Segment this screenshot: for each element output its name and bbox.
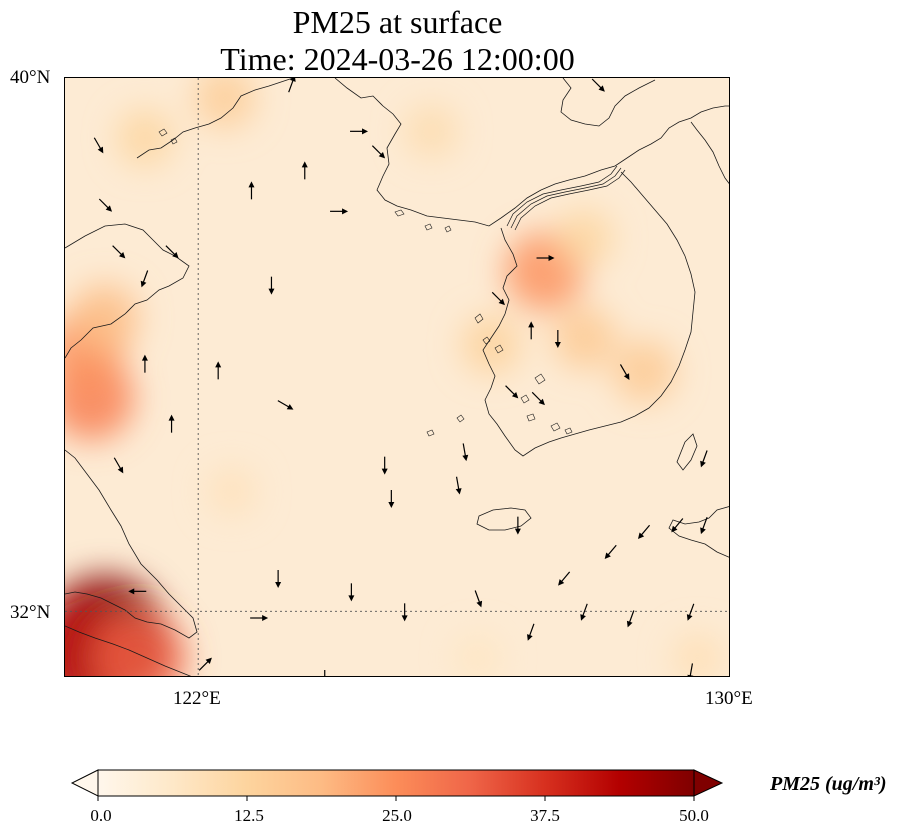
wind-arrow xyxy=(168,414,175,433)
colorbar-tick-label: 37.5 xyxy=(530,806,560,825)
colorbar-label: PM25 (ug/m³) xyxy=(770,773,887,795)
wind-arrow xyxy=(324,670,326,676)
pm25-hotspot xyxy=(404,104,459,159)
wind-arrow xyxy=(215,361,222,380)
wind-arrow xyxy=(700,516,708,535)
colorbar-tick-label: 12.5 xyxy=(234,806,264,825)
wind-arrow xyxy=(527,623,535,641)
wind-arrow xyxy=(514,516,521,535)
wind-arrow xyxy=(277,400,294,410)
coastline-korea-northeast xyxy=(690,121,729,185)
pm25-hotspot xyxy=(453,633,503,676)
wind-arrow xyxy=(275,570,282,588)
coastline-korea xyxy=(482,105,729,457)
coastline-tsushima xyxy=(676,433,698,471)
coastline-shandong xyxy=(65,223,190,359)
colorbar-tick-label: 50.0 xyxy=(679,806,709,825)
coastline-jiangsu xyxy=(65,449,198,639)
wind-arrow xyxy=(401,603,408,622)
wind-arrow xyxy=(687,663,694,676)
wind-arrow xyxy=(558,571,571,586)
map-canvas xyxy=(65,78,729,676)
pm25-hotspot xyxy=(70,283,140,353)
gridlines xyxy=(65,78,729,676)
colorbar-gradient xyxy=(97,769,695,797)
wind-arrow xyxy=(531,391,545,406)
wind-arrow xyxy=(288,78,296,93)
wind-arrow xyxy=(619,364,630,380)
wind-arrow xyxy=(474,590,483,608)
wind-arrow xyxy=(198,657,212,671)
wind-arrow xyxy=(505,385,519,399)
wind-arrow xyxy=(98,198,113,212)
lat-label-bottom: 32°N xyxy=(10,602,51,623)
wind-arrow xyxy=(140,270,149,288)
lon-label-left: 122°E xyxy=(173,688,221,709)
pm25-hotspot xyxy=(461,314,521,375)
wind-arrow xyxy=(455,476,462,495)
wind-arrow xyxy=(301,161,308,180)
coastline-yangtze-south xyxy=(65,625,192,676)
wind-arrow xyxy=(686,603,695,621)
pm25-field xyxy=(65,78,724,676)
islands xyxy=(158,128,573,437)
wind-arrow xyxy=(330,208,349,215)
pm25-hotspot xyxy=(91,611,186,676)
map-panel xyxy=(64,77,730,677)
coastline-liaodong xyxy=(136,78,294,159)
coastline-korea-north-upper xyxy=(560,78,656,127)
wind-arrow xyxy=(381,456,388,475)
wind-arrow xyxy=(268,276,275,295)
wind-arrow xyxy=(371,145,386,159)
wind-arrow xyxy=(671,518,684,533)
wind-arrow xyxy=(554,330,561,348)
coastlines xyxy=(65,78,729,676)
colorbar-extend-max xyxy=(693,769,724,797)
chart-subtitle-time: Time: 2024-03-26 12:00:00 xyxy=(220,41,575,77)
wind-arrow xyxy=(128,588,147,595)
colorbar-tick-marks xyxy=(97,796,695,801)
wind-arrow xyxy=(591,78,605,92)
wind-arrow xyxy=(604,544,617,559)
wind-arrow xyxy=(93,137,104,154)
colorbar-tick-label: 0.0 xyxy=(90,806,112,825)
coastline-bohai-north xyxy=(334,78,502,227)
coastline-kyushu xyxy=(668,506,729,558)
wind-arrow xyxy=(388,490,395,508)
colorbar xyxy=(70,769,724,801)
colorbar-extend-min xyxy=(70,769,99,797)
pm25-hotspot xyxy=(555,209,614,267)
pm25-hotspot xyxy=(612,339,676,403)
coastline-jeju xyxy=(476,507,532,531)
wind-arrow xyxy=(350,128,369,135)
wind-arrow xyxy=(491,291,505,306)
wind-arrow xyxy=(348,583,355,602)
wind-arrow xyxy=(700,450,708,468)
wind-arrow xyxy=(626,610,635,628)
wind-arrow xyxy=(248,181,255,200)
pm25-hotspot xyxy=(671,631,724,676)
lon-label-right: 130°E xyxy=(705,688,753,709)
colorbar-tick-label: 25.0 xyxy=(382,806,412,825)
wind-arrow xyxy=(536,255,555,261)
wind-arrow xyxy=(462,443,469,462)
pm25-hotspot xyxy=(552,306,616,370)
wind-arrow xyxy=(112,245,126,259)
pm25-hotspot xyxy=(206,466,257,517)
wind-arrow xyxy=(250,615,269,621)
pm25-hotspot xyxy=(194,78,256,129)
wind-arrow xyxy=(113,457,124,474)
wind-arrow xyxy=(637,524,651,539)
wind-arrow xyxy=(528,321,535,340)
wind-arrow xyxy=(141,354,148,373)
chart-title: PM25 at surface xyxy=(292,4,503,40)
border-lines xyxy=(506,165,626,231)
wind-arrow xyxy=(580,603,588,621)
pm25-hotspot xyxy=(116,109,174,167)
lat-label-top: 40°N xyxy=(10,67,51,88)
